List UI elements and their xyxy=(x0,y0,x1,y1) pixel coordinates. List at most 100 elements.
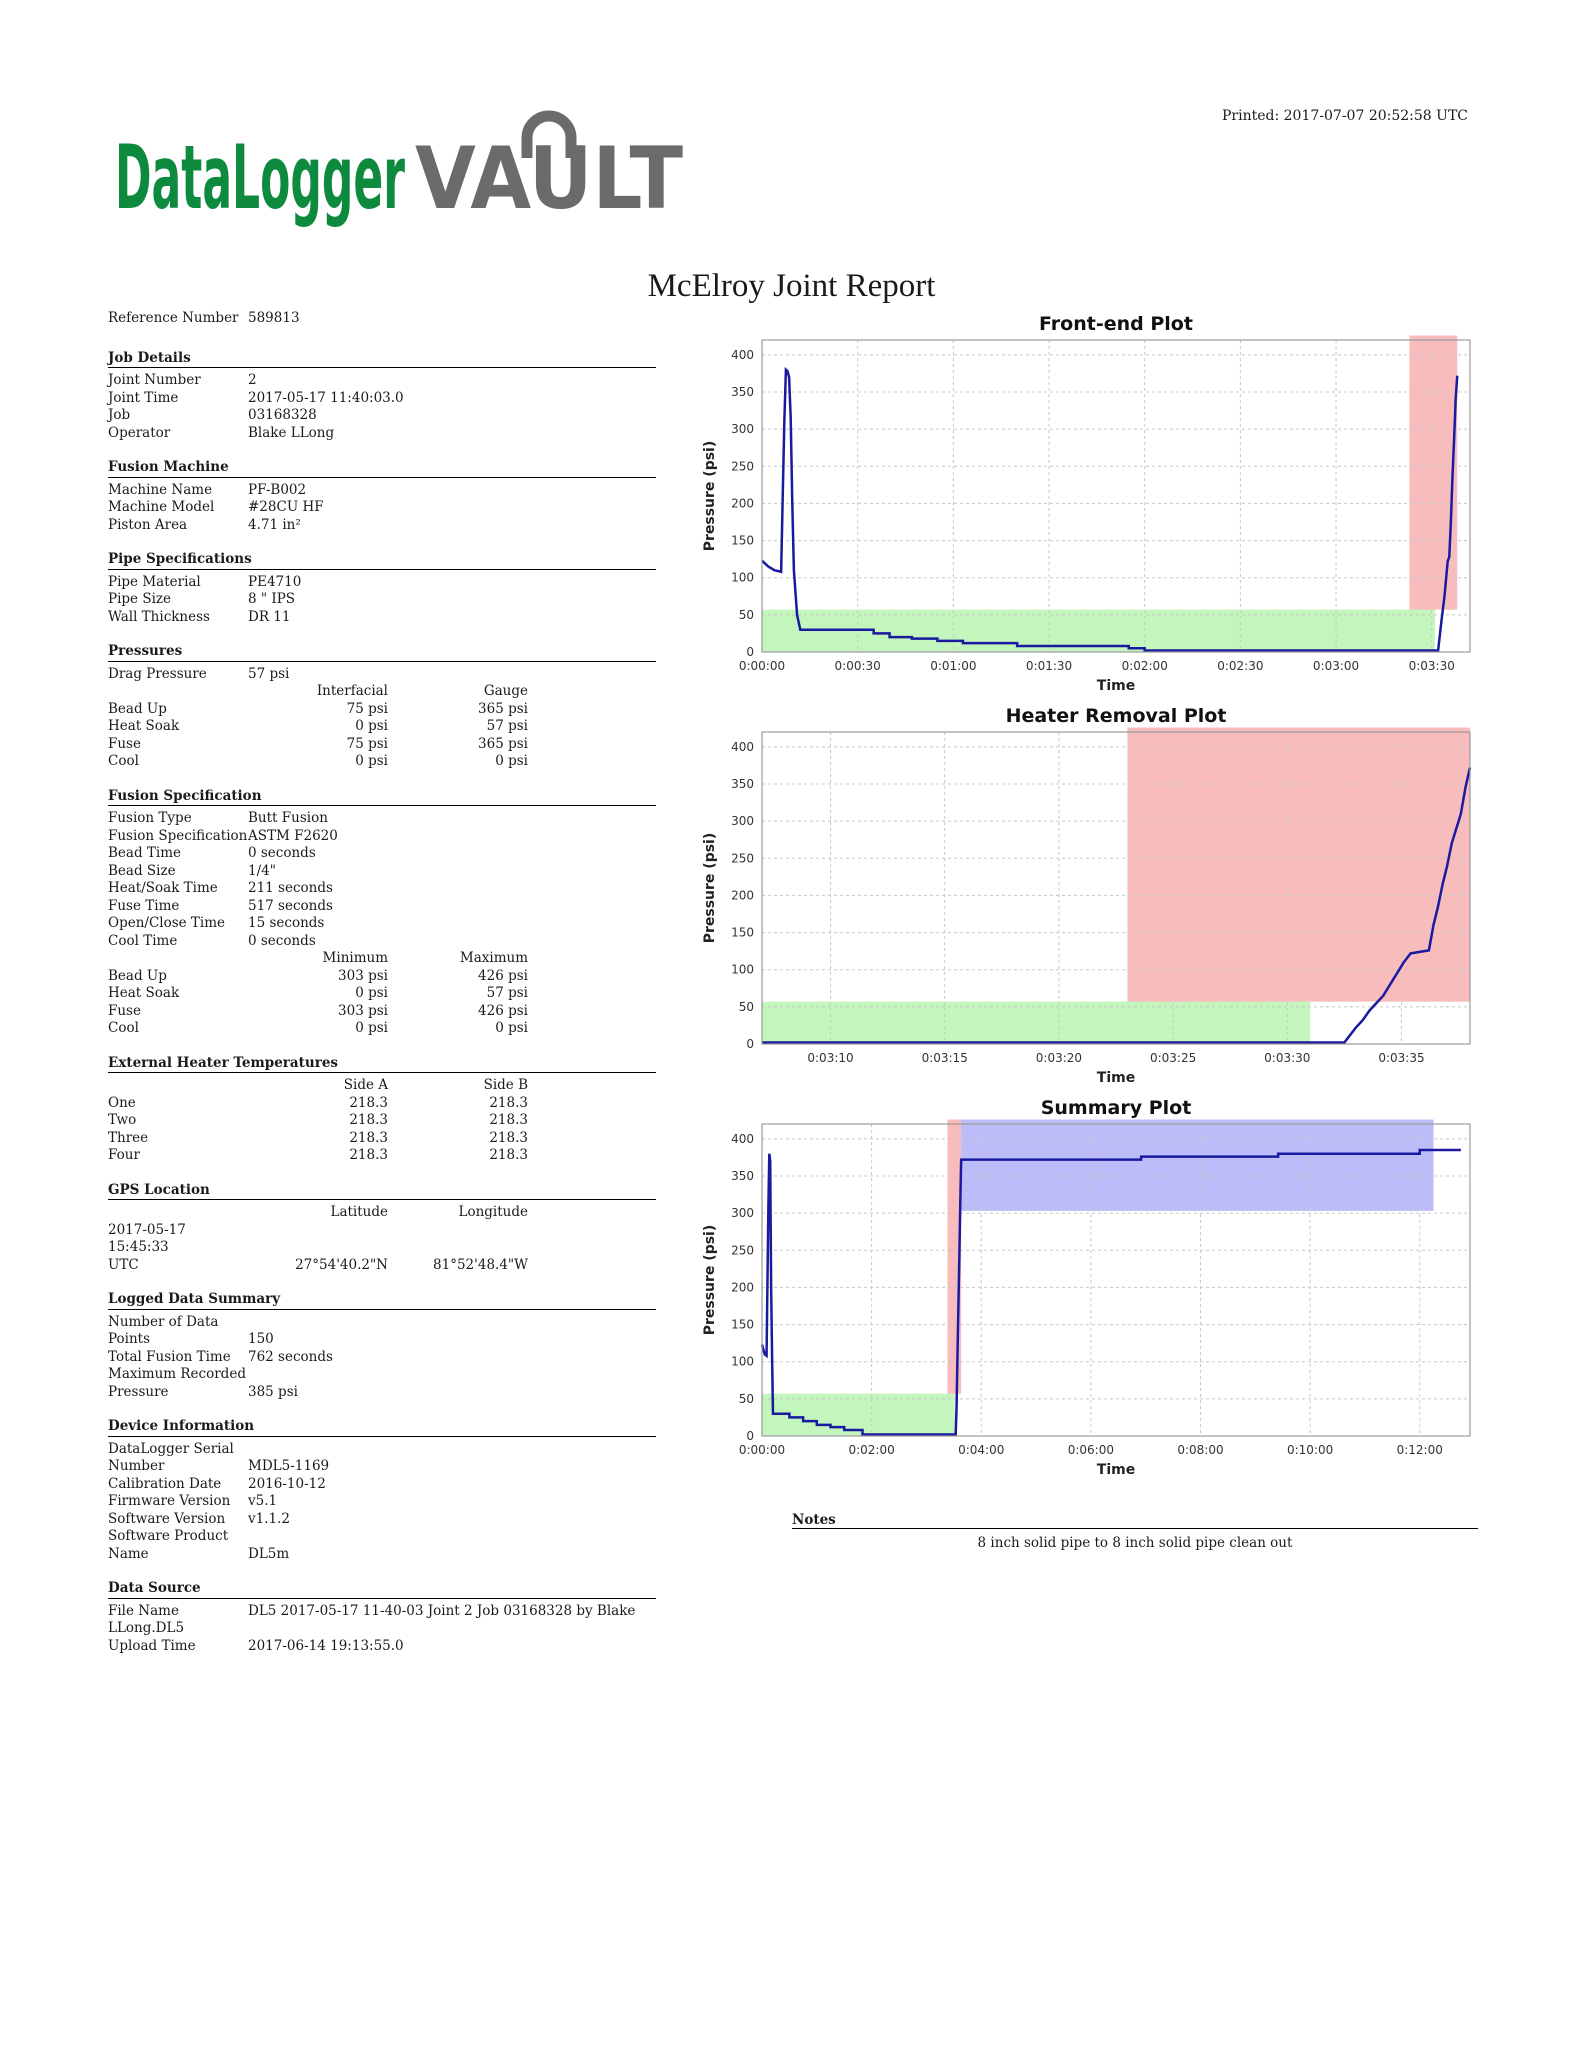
logo-datalogger-text: DataLogger xyxy=(115,126,405,229)
red-limit-band xyxy=(1409,335,1458,610)
pressure-series-line xyxy=(761,366,1459,652)
cell: 0 psi xyxy=(355,753,388,769)
detail-label: Fusion Type xyxy=(108,810,192,826)
y-tick-label: 0 xyxy=(746,1429,754,1443)
row-label: Fuse xyxy=(108,1002,141,1019)
detail-row: Firmware Version v5.1 xyxy=(108,1493,656,1511)
chart-title: Summary Plot xyxy=(1041,1097,1192,1119)
logged-summary-section: Logged Data Summary Number of Data Point… xyxy=(108,1291,656,1401)
y-tick-label: 100 xyxy=(731,963,754,977)
x-tick-label: 0:02:00 xyxy=(848,1443,894,1457)
pipe-specs-section: Pipe Specifications Pipe Material PE4710 … xyxy=(108,551,656,626)
x-tick-label: 0:03:10 xyxy=(807,1051,853,1065)
summary-plot: Summary Plot 0 50 100 150 200 250 300 350 400 0:00… xyxy=(702,1097,1471,1478)
cell: 218.3 xyxy=(349,1094,388,1111)
detail-value: 2017-05-17 11:40:03.0 xyxy=(248,389,404,406)
detail-value: 2 xyxy=(248,372,257,388)
detail-row: Wall Thickness DR 11 xyxy=(108,609,656,627)
pressure-series-line xyxy=(762,767,1472,1044)
pressure-series-line xyxy=(760,1148,1461,1436)
y-tick-label: 200 xyxy=(731,496,754,510)
row-label: Cool xyxy=(108,1020,139,1036)
x-tick-label: 0:03:15 xyxy=(922,1051,968,1065)
detail-label: Upload Time xyxy=(108,1637,196,1654)
cell: 365 psi xyxy=(478,735,528,752)
detail-value: 0 seconds xyxy=(248,845,316,861)
x-axis-label: Time xyxy=(1097,1070,1135,1086)
detail-label: Fusion Specification xyxy=(108,827,248,844)
detail-value-continued: LLong.DL5 xyxy=(108,1620,185,1636)
detail-row: Upload Time 2017-06-14 19:13:55.0 xyxy=(108,1638,656,1656)
detail-label: Number of Data xyxy=(108,1313,219,1330)
x-tick-label: 0:02:00 xyxy=(1122,659,1168,673)
fusion-spec-section: Fusion Specification Fusion Type Butt Fus… xyxy=(108,788,656,1038)
x-tick-label: 0:00:00 xyxy=(739,1443,785,1457)
column-header: Interfacial xyxy=(316,683,388,699)
logged-summary-title: Logged Data Summary xyxy=(108,1291,656,1310)
column-header: Latitude xyxy=(330,1204,388,1220)
x-tick-label: 0:03:00 xyxy=(1313,659,1359,673)
detail-value: 150 xyxy=(248,1331,274,1347)
x-axis-label: Time xyxy=(1097,678,1135,694)
cell: 75 psi xyxy=(346,735,388,752)
cell: 0 psi xyxy=(355,1020,388,1036)
y-tick-label: 300 xyxy=(731,422,754,436)
x-tick-label: 0:01:00 xyxy=(930,659,976,673)
column-header: Side B xyxy=(483,1077,528,1093)
detail-value: 2016-10-12 xyxy=(248,1475,326,1492)
heater-temps-title: External Heater Temperatures xyxy=(108,1055,656,1073)
detail-label: Name xyxy=(108,1545,149,1562)
gps-longitude: 81°52'48.4"W xyxy=(433,1256,528,1273)
detail-row: Number MDL5-1169 xyxy=(108,1458,656,1476)
detail-label: Software Version xyxy=(108,1510,226,1527)
detail-label: Pipe Size xyxy=(108,591,171,607)
detail-label: Bead Time xyxy=(108,845,182,861)
y-tick-label: 150 xyxy=(731,534,754,548)
gps-title: GPS Location xyxy=(108,1182,656,1200)
data-source-title: Data Source xyxy=(108,1580,656,1599)
x-tick-label: 0:00:30 xyxy=(835,659,881,673)
detail-value: MDL5-1169 xyxy=(248,1458,330,1474)
detail-row: Bead Size 1/4" xyxy=(108,863,656,881)
column-header: Minimum xyxy=(322,950,388,966)
y-tick-label: 400 xyxy=(731,740,754,754)
detail-value: 8 " IPS xyxy=(248,591,296,607)
x-tick-label: 0:03:25 xyxy=(1150,1051,1196,1065)
y-tick-label: 250 xyxy=(731,851,754,865)
detail-row: Heat/Soak Time 211 seconds xyxy=(108,880,656,898)
row-label: Three xyxy=(108,1129,149,1146)
cell: 218.3 xyxy=(489,1094,528,1111)
data-source-section: Data Source File Name DL5 2017-05-17 11-4… xyxy=(108,1580,656,1655)
detail-value: 211 seconds xyxy=(248,880,333,896)
cell: 303 psi xyxy=(338,967,388,984)
row-label: Fuse xyxy=(108,735,141,752)
report-details-column: Reference Number 589813 Job Details Join… xyxy=(108,310,656,1655)
cell: 57 psi xyxy=(486,718,528,734)
detail-value: DL5m xyxy=(248,1545,290,1562)
plot-frame xyxy=(761,1123,1471,1437)
detail-label: Number xyxy=(108,1458,165,1474)
detail-value: 517 seconds xyxy=(248,897,333,914)
cell: 218.3 xyxy=(349,1112,388,1128)
device-info-section: Device Information DataLogger Serial Num… xyxy=(108,1418,656,1563)
fusion-spec-title: Fusion Specification xyxy=(108,788,656,806)
cell: 0 psi xyxy=(495,753,528,769)
detail-value: 2017-06-14 19:13:55.0 xyxy=(248,1637,404,1654)
detail-row: Open/Close Time 15 seconds xyxy=(108,915,656,933)
y-tick-label: 100 xyxy=(731,571,754,585)
logo-vault-text: VAULT xyxy=(415,129,683,229)
detail-value: 57 psi xyxy=(248,665,290,682)
row-label: Two xyxy=(108,1112,137,1128)
detail-row: Operator Blake LLong xyxy=(108,425,656,443)
detail-label: Firmware Version xyxy=(108,1493,231,1509)
detail-label: Joint Time xyxy=(108,389,179,406)
y-tick-label: 400 xyxy=(731,348,754,362)
cell: 426 psi xyxy=(478,1002,528,1019)
detail-label: Software Product xyxy=(108,1528,229,1544)
y-tick-label: 250 xyxy=(731,1243,754,1257)
detail-row: Job 03168328 xyxy=(108,407,656,425)
detail-value: #28CU HF xyxy=(248,499,324,515)
logo-lock-icon xyxy=(521,110,577,158)
y-axis-label: Pressure (psi) xyxy=(702,1225,718,1336)
detail-value: 15 seconds xyxy=(248,915,325,931)
